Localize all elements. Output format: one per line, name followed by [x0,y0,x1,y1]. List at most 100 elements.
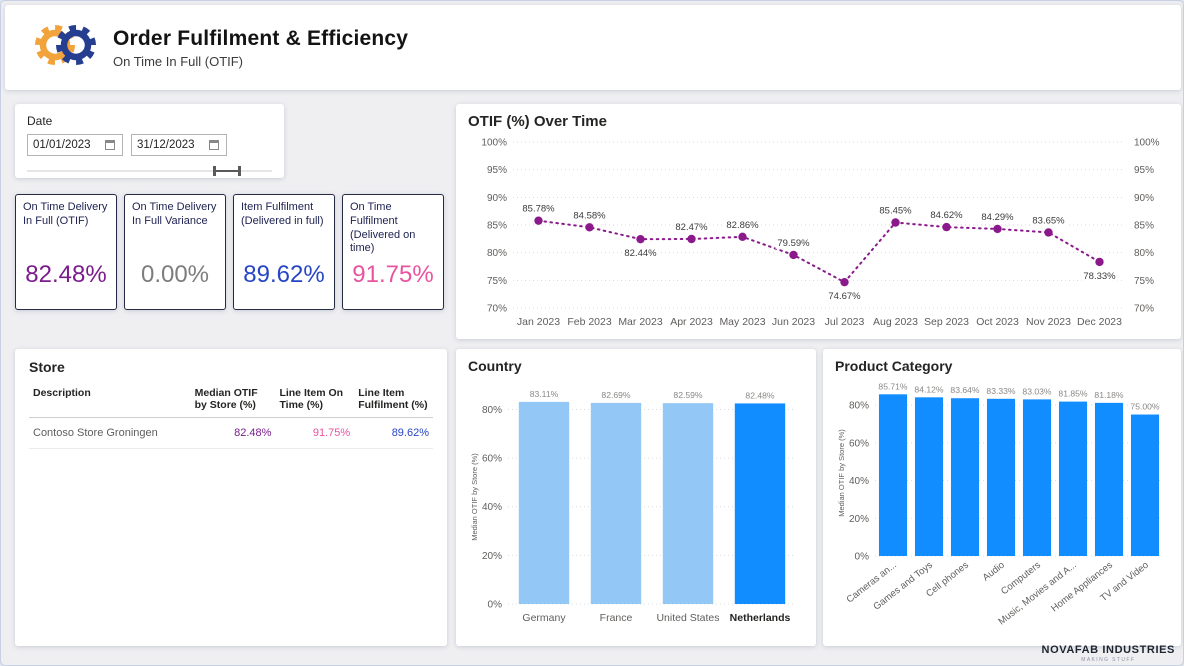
kpi-card-otif: On Time Delivery In Full (OTIF) 82.48% [15,194,117,310]
slider-track[interactable] [27,170,272,172]
slider-range[interactable] [213,170,241,172]
svg-text:May 2023: May 2023 [719,316,765,328]
table-header-row[interactable]: Description Median OTIF by Store (%) Lin… [29,383,433,418]
svg-text:80%: 80% [482,405,502,416]
svg-text:Aug 2023: Aug 2023 [873,316,918,328]
cell-line-item-fulfilment[interactable]: 89.62% [354,417,433,449]
start-date-box[interactable] [27,134,123,156]
col-line-item-on-time[interactable]: Line Item On Time (%) [275,383,355,418]
slider-handle-start[interactable] [213,166,217,176]
svg-text:85.45%: 85.45% [879,206,912,217]
svg-text:Feb 2023: Feb 2023 [567,316,612,328]
product-category-bar-chart[interactable]: 0% 20% 40% 60% 80% 85.71% Cameras an... 84.12% G… [835,374,1169,637]
svg-text:20%: 20% [849,514,869,525]
svg-text:80%: 80% [487,248,507,259]
svg-text:95%: 95% [487,165,507,176]
kpi-label: Item Fulfilment (Delivered in full) [241,201,324,227]
svg-text:83.33%: 83.33% [986,386,1016,396]
date-range-slider[interactable] [27,166,272,176]
end-date-box[interactable] [131,134,227,156]
cell-description[interactable]: Contoso Store Groningen [29,417,191,449]
col-median-otif[interactable]: Median OTIF by Store (%) [190,383,276,418]
calendar-icon[interactable] [105,140,115,150]
brand-name: NOVAFAB INDUSTRIES [1041,644,1175,656]
svg-text:0%: 0% [855,552,870,563]
svg-text:Dec 2023: Dec 2023 [1077,316,1122,328]
svg-text:83.64%: 83.64% [950,385,980,395]
store-table: Description Median OTIF by Store (%) Lin… [29,383,433,449]
kpi-card-item-fulfilment: Item Fulfilment (Delivered in full) 89.6… [233,194,335,310]
svg-text:82.59%: 82.59% [673,390,703,400]
country-chart-card: Country 0% 20% 40% 60% 80% 83.11% Germany 82.69… [456,349,816,646]
company-footer-logo: NOVAFAB INDUSTRIES MAKING STUFF [1042,644,1175,663]
svg-text:82.44%: 82.44% [624,248,657,259]
cell-line-item-on-time[interactable]: 91.75% [275,417,355,449]
svg-text:Jun 2023: Jun 2023 [772,316,815,328]
kpi-value: 91.75% [352,261,434,288]
table-row[interactable]: Contoso Store Groningen 82.48% 91.75% 89… [29,417,433,449]
svg-text:Apr 2023: Apr 2023 [670,316,713,328]
col-description[interactable]: Description [29,383,191,418]
svg-text:Jan 2023: Jan 2023 [517,316,560,328]
svg-text:84.62%: 84.62% [930,210,963,221]
kpi-label: On Time Delivery In Full Variance [132,201,217,227]
svg-text:France: France [600,612,633,624]
svg-text:83.03%: 83.03% [1022,386,1052,396]
store-table-card: Store Description Median OTIF by Store (… [15,349,447,646]
date-filter-label: Date [27,114,53,128]
cell-median-otif[interactable]: 82.48% [190,417,276,449]
svg-text:90%: 90% [487,193,507,204]
svg-text:82.69%: 82.69% [601,390,631,400]
svg-text:82.86%: 82.86% [726,220,759,231]
line-chart-title: OTIF (%) Over Time [468,113,607,130]
kpi-value: 0.00% [140,261,210,288]
header-card: Order Fulfilment & Efficiency On Time In… [5,5,1181,90]
country-bar-chart[interactable]: 0% 20% 40% 60% 80% 83.11% Germany 82.69% France 8… [468,374,804,637]
svg-text:60%: 60% [849,438,869,449]
svg-text:80%: 80% [849,401,869,412]
svg-text:81.85%: 81.85% [1058,389,1088,399]
svg-text:Audio: Audio [981,560,1007,584]
end-date-input[interactable] [137,139,209,151]
slider-handle-end[interactable] [238,166,242,176]
svg-text:Nov 2023: Nov 2023 [1026,316,1071,328]
svg-text:85.78%: 85.78% [522,204,555,215]
svg-text:Jul 2023: Jul 2023 [825,316,865,328]
svg-text:82.47%: 82.47% [675,222,708,233]
svg-text:60%: 60% [482,454,502,465]
col-line-item-fulfilment[interactable]: Line Item Fulfilment (%) [354,383,433,418]
svg-text:75%: 75% [487,276,507,287]
kpi-value: 89.62% [243,261,325,288]
svg-text:Germany: Germany [522,612,566,624]
svg-text:Median OTIF by Store (%): Median OTIF by Store (%) [837,429,846,517]
svg-text:100%: 100% [481,138,507,149]
svg-text:Oct 2023: Oct 2023 [976,316,1019,328]
otif-line-chart[interactable]: 100% 100% 95% 95% 90% 90% 85% 85% 80% 80% 75% 75% 70… [468,130,1175,337]
kpi-label: On Time Delivery In Full (OTIF) [23,201,108,227]
svg-text:70%: 70% [487,304,507,315]
svg-text:Mar 2023: Mar 2023 [618,316,663,328]
svg-text:84.58%: 84.58% [573,210,606,221]
start-date-input[interactable] [33,139,105,151]
svg-text:78.33%: 78.33% [1083,271,1116,282]
svg-text:Sep 2023: Sep 2023 [924,316,969,328]
blue-gear-icon [56,24,96,65]
svg-text:0%: 0% [488,600,503,611]
svg-text:90%: 90% [1134,193,1154,204]
kpi-card-on-time-fulfilment: On Time Fulfilment (Delivered on time) 9… [342,194,444,310]
svg-text:United States: United States [656,612,719,624]
otif-over-time-chart-card: OTIF (%) Over Time 100% 100% 95% 95% 90% 90% 8… [456,104,1181,339]
page-subtitle: On Time In Full (OTIF) [113,53,244,69]
svg-text:Home Appliances: Home Appliances [1049,560,1115,615]
svg-text:20%: 20% [482,551,502,562]
svg-text:100%: 100% [1134,138,1160,149]
svg-text:82.48%: 82.48% [745,390,775,400]
store-table-title: Store [29,359,65,375]
calendar-icon[interactable] [209,140,219,150]
svg-text:84.12%: 84.12% [914,384,944,394]
kpi-value: 82.48% [25,261,107,288]
kpi-label: On Time Fulfilment (Delivered on time) [350,201,416,255]
company-logo-gears-icon [31,17,99,78]
kpi-card-variance: On Time Delivery In Full Variance 0.00% [124,194,226,310]
